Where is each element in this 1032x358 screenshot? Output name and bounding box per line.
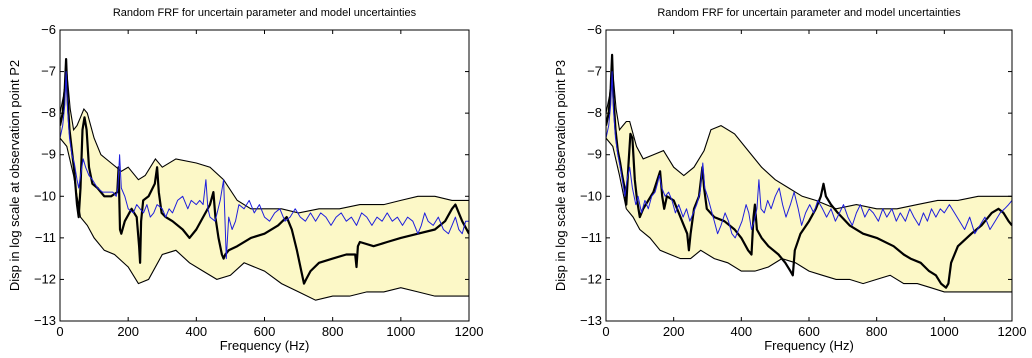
y-tick-label: −10: [580, 188, 602, 203]
x-tick-label: 600: [798, 324, 820, 339]
x-axis-label: Frequency (Hz): [764, 338, 854, 353]
x-tick-label: 1200: [455, 324, 484, 339]
y-tick-label: −9: [41, 147, 56, 162]
y-tick-label: −6: [41, 22, 56, 37]
x-tick-label: 200: [663, 324, 685, 339]
y-axis-label: Disp in log scale at observation point P…: [7, 60, 22, 291]
y-tick-label: −7: [41, 64, 56, 79]
y-tick-label: −12: [34, 271, 56, 286]
x-tick-label: 1000: [930, 324, 959, 339]
x-tick-label: 0: [602, 324, 609, 339]
y-tick-label: −8: [41, 105, 56, 120]
y-tick-label: −6: [587, 22, 602, 37]
x-axis-label: Frequency (Hz): [220, 338, 310, 353]
y-tick-label: −8: [587, 105, 602, 120]
y-tick-label: −10: [34, 188, 56, 203]
plot-area: [60, 58, 469, 301]
x-tick-label: 800: [322, 324, 344, 339]
x-tick-label: 1000: [386, 324, 415, 339]
x-tick-label: 200: [117, 324, 139, 339]
x-tick-label: 400: [730, 324, 752, 339]
x-tick-label: 800: [866, 324, 888, 339]
x-tick-label: 600: [254, 324, 276, 339]
chart-panel-1: 0 200 400 600 800 1000 1200 −13 −12 −11 −10 −9 −8 −7 −…: [7, 7, 483, 353]
series-line-blue: [60, 71, 469, 260]
series-line-blue: [606, 71, 1012, 239]
confidence-band: [606, 71, 1012, 293]
y-tick-label: −13: [34, 313, 56, 328]
y-tick-label: −12: [580, 271, 602, 286]
chart-title: Random FRF for uncertain parameter and m…: [657, 7, 961, 19]
chart-title: Random FRF for uncertain parameter and m…: [113, 7, 417, 19]
series-line-black: [606, 53, 1012, 289]
y-axis-label: Disp in log scale at observation point P…: [553, 60, 568, 291]
x-tick-label: 400: [185, 324, 207, 339]
y-tick-label: −9: [587, 147, 602, 162]
series-line-black: [60, 58, 469, 285]
y-tick-label: −13: [580, 313, 602, 328]
y-tick-label: −7: [587, 64, 602, 79]
x-tick-label: 0: [56, 324, 63, 339]
plot-area: [606, 53, 1012, 293]
y-tick-label: −11: [581, 230, 602, 245]
x-tick-label: 1200: [998, 324, 1027, 339]
y-tick-label: −11: [35, 230, 56, 245]
chart-panel-2: 0 200 400 600 800 1000 1200 −13 −12 −11 −10 −9 −8 −7 −…: [553, 7, 1026, 353]
